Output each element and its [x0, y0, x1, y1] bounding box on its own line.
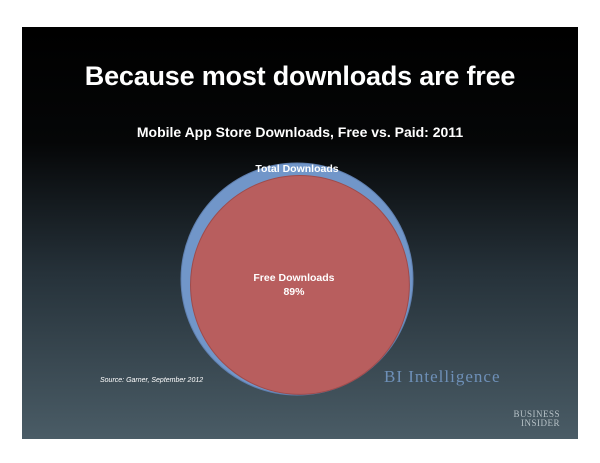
- logo-line-business: BUSINESS: [513, 409, 560, 419]
- total-downloads-label: Total Downloads: [255, 163, 338, 175]
- venn-chart: Total Downloads Free Downloads 89%: [180, 162, 414, 396]
- source-note: Source: Garner, September 2012: [100, 377, 204, 384]
- headline: Because most downloads are free: [84, 61, 516, 91]
- logo-line-insider: INSIDER: [521, 418, 560, 428]
- free-downloads-value: 89%: [283, 286, 305, 298]
- bi-intelligence-watermark: BI Intelligence: [384, 367, 501, 386]
- free-downloads-label: Free Downloads: [253, 272, 334, 284]
- free-downloads-circle: [190, 174, 410, 395]
- chart-title: Mobile App Store Downloads, Free vs. Pai…: [136, 124, 464, 140]
- slide: Because most downloads are free Mobile A…: [22, 27, 578, 439]
- business-insider-logo: BUSINESS INSIDER: [513, 410, 560, 428]
